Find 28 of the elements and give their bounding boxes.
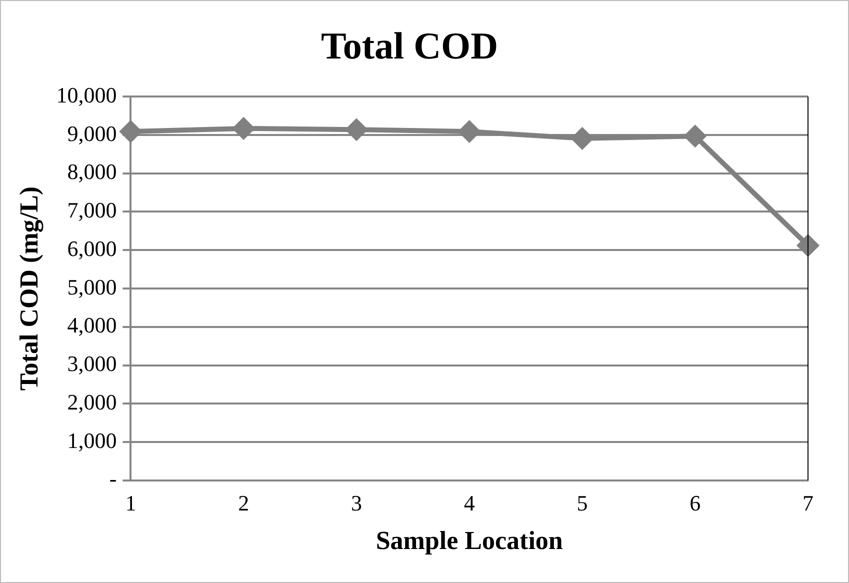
y-tick-label: 7,000 [67, 198, 117, 223]
chart-title: Total COD [320, 26, 498, 68]
y-tick-label: 4,000 [67, 312, 117, 338]
point [120, 121, 142, 142]
x-tick-label: 7 [802, 490, 814, 516]
x-tick-label: 2 [238, 490, 250, 516]
y-tick-label: 3,000 [67, 351, 117, 376]
y-tick-label: - [109, 466, 117, 492]
point [684, 126, 706, 147]
y-tick-label: 8,000 [67, 159, 117, 184]
x-tick-label: 1 [125, 490, 136, 516]
x-tick-label: 6 [690, 490, 701, 516]
x-tick-label: 5 [576, 490, 588, 516]
y-tick-label: 10,000 [56, 82, 117, 108]
point [798, 235, 818, 256]
x-axis-title: Sample Location [376, 526, 564, 556]
y-tick-label: 1,000 [67, 428, 117, 453]
y-tick-label: 5,000 [67, 274, 117, 300]
y-tick-label: 2,000 [67, 389, 117, 414]
point [572, 128, 593, 149]
y-tick-label: 6,000 [67, 236, 117, 261]
x-tick-label: 3 [350, 490, 362, 516]
point [458, 121, 480, 142]
x-tick-label: 4 [464, 490, 475, 516]
point [233, 118, 254, 139]
y-axis-title: Total COD (mg/L) [14, 186, 44, 391]
y-tick-label: 9,000 [67, 120, 117, 146]
point [346, 119, 367, 140]
